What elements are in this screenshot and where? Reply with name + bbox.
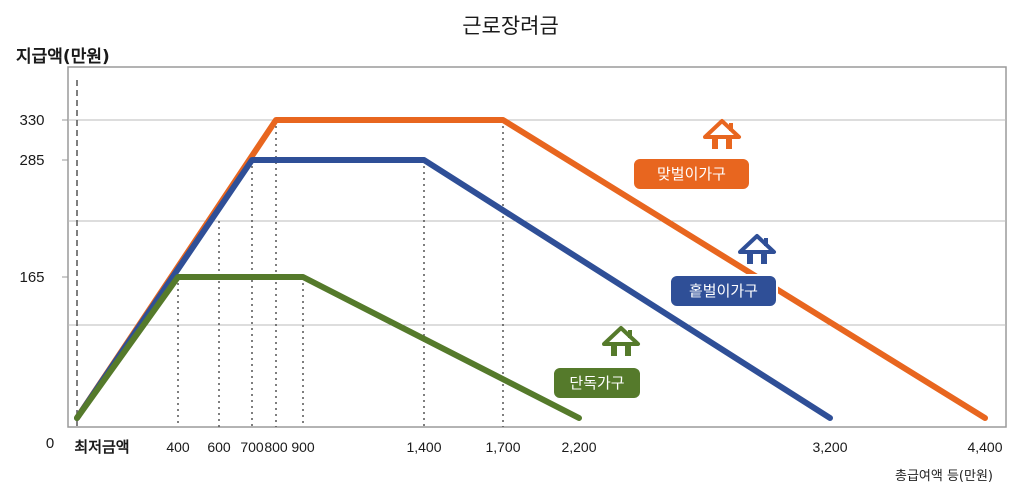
legend-box — [552, 366, 642, 400]
chart-title: 근로장려금 — [462, 14, 559, 38]
x-tick-label: 600 — [207, 439, 231, 455]
y-axis-label: 지급액(만원) — [16, 47, 110, 67]
series-line-3 — [74, 274, 582, 421]
y-tick-label: 330 — [19, 112, 44, 129]
x-tick-label: 400 — [166, 439, 190, 455]
legend-label: 맞벌이가구 — [657, 166, 726, 183]
house-door — [718, 139, 726, 149]
series-line-2 — [74, 157, 833, 421]
house-chimney — [729, 123, 733, 131]
legend-label: 단독가구 — [569, 375, 624, 392]
x-tick-label: 3,200 — [812, 439, 847, 455]
house-icon — [738, 234, 776, 264]
house-icon — [602, 326, 640, 356]
x-tick-label: 2,200 — [561, 439, 596, 455]
x-tick-label: 1,400 — [406, 439, 441, 455]
x-tick-label: 700 — [240, 439, 264, 455]
house-chimney — [764, 238, 768, 246]
house-door — [617, 346, 625, 356]
house-chimney — [628, 330, 632, 338]
legend-item-3: 단독가구 — [552, 326, 642, 400]
y-tick-label: 0 — [46, 435, 54, 452]
legend-item-2: 홑벌이가구 — [669, 234, 778, 308]
x-tick-label: 최저금액 — [74, 438, 129, 456]
x-axis-label: 총급여액 등(만원) — [895, 469, 993, 484]
legend-box — [669, 274, 778, 308]
x-tick-label: 800 — [264, 439, 288, 455]
legend-box — [632, 157, 751, 191]
legend-label: 홑벌이가구 — [689, 283, 758, 300]
legend-item-1: 맞벌이가구 — [632, 119, 751, 191]
y-tick-label: 285 — [19, 152, 44, 169]
house-icon — [703, 119, 741, 149]
y-tick-label: 165 — [19, 269, 44, 286]
x-tick-label: 4,400 — [967, 439, 1002, 455]
x-tick-label: 900 — [291, 439, 315, 455]
x-tick-label: 1,700 — [485, 439, 520, 455]
plot-frame — [67, 66, 1007, 428]
house-door — [753, 254, 761, 264]
